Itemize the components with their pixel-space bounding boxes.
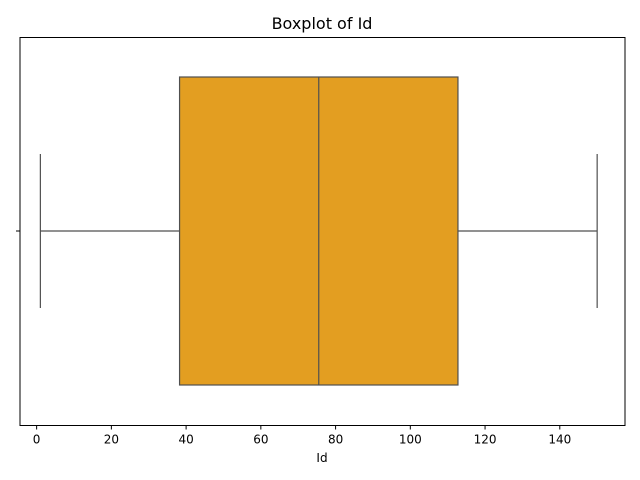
x-tick-label: 80 bbox=[328, 433, 343, 447]
x-axis-ticks: 0 20 40 60 80 100 120 140 bbox=[33, 425, 571, 447]
x-tick-label: 20 bbox=[104, 433, 119, 447]
x-tick-label: 120 bbox=[474, 433, 497, 447]
box-layer bbox=[39, 76, 598, 386]
x-tick-label: 60 bbox=[253, 433, 268, 447]
x-tick-label: 140 bbox=[548, 433, 571, 447]
x-tick-label: 40 bbox=[178, 433, 193, 447]
x-axis-label: Id bbox=[316, 451, 327, 465]
x-tick-label: 0 bbox=[33, 433, 41, 447]
x-tick-label: 100 bbox=[399, 433, 422, 447]
chart-title: Boxplot of Id bbox=[272, 14, 373, 33]
